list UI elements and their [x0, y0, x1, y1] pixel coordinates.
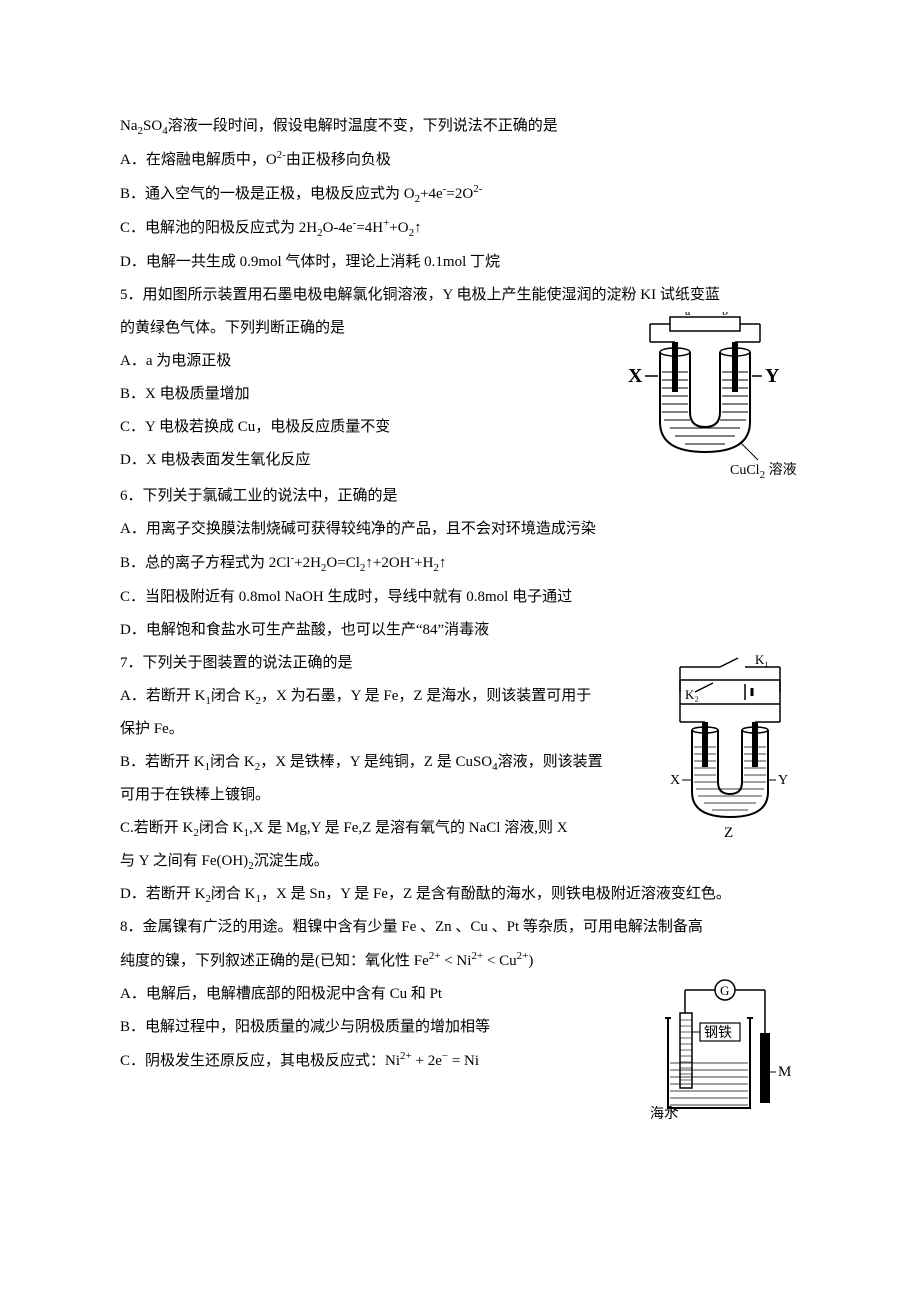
- superscript: 2+: [517, 950, 529, 962]
- text: B．总的离子方程式为 2Cl: [120, 555, 290, 571]
- text: +H: [414, 555, 433, 571]
- text: 5．用如图所示装置用石墨电极电解氯化铜溶液，Y 电极上产生能使湿润的淀粉 KI …: [120, 287, 720, 303]
- text: D．电解饱和食盐水可生产盐酸，也可以生产“84”消毒液: [120, 622, 489, 638]
- text: 与 Y 之间有 Fe(OH): [120, 853, 248, 869]
- q6-option-c: C．当阳极附近有 0.8mol NaOH 生成时，导线中就有 0.8mol 电子…: [120, 581, 800, 614]
- q8-option-b: B．电解过程中，阳极质量的减少与阴极质量的增加相等: [120, 1011, 800, 1044]
- q5-stem-2: 的黄绿色气体。下列判断正确的是: [120, 312, 800, 345]
- text: B．电解过程中，阳极质量的减少与阴极质量的增加相等: [120, 1019, 490, 1035]
- superscript: 2+: [471, 950, 483, 962]
- text: A．用离子交换膜法制烧碱可获得较纯净的产品，且不会对环境造成污染: [120, 521, 596, 537]
- text: = Ni: [448, 1053, 479, 1069]
- text: 闭合 K: [211, 688, 256, 704]
- q7-option-b-2: 可用于在铁棒上镀铜。: [120, 779, 800, 812]
- text: 溶液一段时间，假设电解时温度不变，下列说法不正确的是: [168, 118, 558, 134]
- q4-option-d: D．电解一共生成 0.9mol 气体时，理论上消耗 0.1mol 丁烷: [120, 246, 800, 279]
- text: =2O: [446, 186, 473, 202]
- superscript: 2+: [429, 950, 441, 962]
- text: C．阴极发生还原反应，其电极反应式：Ni: [120, 1053, 400, 1069]
- q8-stem-1: 8．金属镍有广泛的用途。粗镍中含有少量 Fe 、Zn 、Cu 、Pt 等杂质，可…: [120, 911, 800, 944]
- q4-option-b: B．通入空气的一极是正极，电极反应式为 O2+4e-=2O2-: [120, 177, 800, 211]
- q7-option-b-1: B．若断开 K1闭合 K2，X 是铁棒，Y 是纯铜，Z 是 CuSO4溶液，则该…: [120, 746, 800, 779]
- q8-stem-2: 纯度的镍，下列叙述正确的是(已知：氧化性 Fe2+ < Ni2+ < Cu2+): [120, 944, 800, 978]
- text: + 2e: [412, 1053, 442, 1069]
- q6-option-b: B．总的离子方程式为 2Cl-+2H2O=Cl2↑+2OH-+H2↑: [120, 546, 800, 580]
- text: 纯度的镍，下列叙述正确的是(已知：氧化性 Fe: [120, 953, 429, 969]
- text: A．若断开 K: [120, 688, 205, 704]
- document-page: Na2SO4溶液一段时间，假设电解时温度不变，下列说法不正确的是 A．在熔融电解…: [0, 0, 920, 1163]
- text: 的黄绿色气体。下列判断正确的是: [120, 320, 345, 336]
- text: =4H: [356, 220, 383, 236]
- text: ,X 是 Mg,Y 是 Fe,Z 是溶有氧气的 NaCl 溶液,则 X: [249, 820, 568, 836]
- text: B．X 电极质量增加: [120, 386, 250, 402]
- q6-option-a: A．用离子交换膜法制烧碱可获得较纯净的产品，且不会对环境造成污染: [120, 513, 800, 546]
- text: C．电解池的阳极反应式为 2H: [120, 220, 317, 236]
- text: 溶液，则该装置: [498, 754, 603, 770]
- text: D．X 电极表面发生氧化反应: [120, 452, 310, 468]
- text: < Ni: [440, 953, 471, 969]
- text: ): [528, 953, 533, 969]
- q7-option-d: D．若断开 K2闭合 K1，X 是 Sn，Y 是 Fe，Z 是含有酚酞的海水，则…: [120, 878, 800, 911]
- text: ，X 是 Sn，Y 是 Fe，Z 是含有酚酞的海水，则铁电极附近溶液变红色。: [261, 886, 731, 902]
- text: 沉淀生成。: [254, 853, 329, 869]
- text: ，X 为石墨，Y 是 Fe，Z 是海水，则该装置可用于: [261, 688, 591, 704]
- text: ↑+2OH: [365, 555, 410, 571]
- text: B．若断开 K: [120, 754, 205, 770]
- text: ，X 是铁棒，Y 是纯铜，Z 是 CuSO: [260, 754, 492, 770]
- text: ↑: [439, 555, 447, 571]
- q6-option-d: D．电解饱和食盐水可生产盐酸，也可以生产“84”消毒液: [120, 614, 800, 647]
- text: A．电解后，电解槽底部的阳极泥中含有 Cu 和 Pt: [120, 986, 442, 1002]
- text: Na: [120, 118, 138, 134]
- q5-stem-1: 5．用如图所示装置用石墨电极电解氯化铜溶液，Y 电极上产生能使湿润的淀粉 KI …: [120, 279, 800, 312]
- text: 8．金属镍有广泛的用途。粗镍中含有少量 Fe 、Zn 、Cu 、Pt 等杂质，可…: [120, 919, 703, 935]
- text: D．若断开 K: [120, 886, 205, 902]
- text: 保护 Fe。: [120, 721, 184, 737]
- text: 由正极移向负极: [286, 152, 391, 168]
- text: O-4e: [323, 220, 353, 236]
- intro-line: Na2SO4溶液一段时间，假设电解时温度不变，下列说法不正确的是: [120, 110, 800, 143]
- text: 闭合 K: [199, 820, 244, 836]
- q7-option-a-2: 保护 Fe。: [120, 713, 800, 746]
- q8-option-c: C．阴极发生还原反应，其电极反应式：Ni2+ + 2e− = Ni: [120, 1044, 800, 1078]
- q7-option-c-1: C.若断开 K2闭合 K1,X 是 Mg,Y 是 Fe,Z 是溶有氧气的 NaC…: [120, 812, 800, 845]
- text: < Cu: [483, 953, 516, 969]
- text: D．电解一共生成 0.9mol 气体时，理论上消耗 0.1mol 丁烷: [120, 254, 500, 270]
- text: C．Y 电极若换成 Cu，电极反应质量不变: [120, 419, 390, 435]
- text: 闭合 K: [211, 886, 256, 902]
- q5-option-a: A．a 为电源正极: [120, 345, 800, 378]
- q6-stem: 6．下列关于氯碱工业的说法中，正确的是: [120, 480, 800, 513]
- q5-option-b: B．X 电极质量增加: [120, 378, 800, 411]
- text: A．a 为电源正极: [120, 353, 231, 369]
- q8-option-a: A．电解后，电解槽底部的阳极泥中含有 Cu 和 Pt: [120, 978, 800, 1011]
- text: C.若断开 K: [120, 820, 193, 836]
- q7-option-c-2: 与 Y 之间有 Fe(OH)2沉淀生成。: [120, 845, 800, 878]
- text: +2H: [294, 555, 321, 571]
- q4-option-a: A．在熔融电解质中，O2-由正极移向负极: [120, 143, 800, 177]
- q7-stem: 7．下列关于图装置的说法正确的是: [120, 647, 800, 680]
- superscript: 2-: [473, 183, 482, 195]
- text: B．通入空气的一极是正极，电极反应式为 O: [120, 186, 415, 202]
- q5-option-d: D．X 电极表面发生氧化反应: [120, 444, 800, 477]
- text: C．当阳极附近有 0.8mol NaOH 生成时，导线中就有 0.8mol 电子…: [120, 589, 572, 605]
- text: 闭合 K: [210, 754, 255, 770]
- q4-option-c: C．电解池的阳极反应式为 2H2O-4e-=4H++O2↑: [120, 211, 800, 245]
- text: A．在熔融电解质中，O: [120, 152, 277, 168]
- text: 6．下列关于氯碱工业的说法中，正确的是: [120, 488, 398, 504]
- text: SO: [143, 118, 162, 134]
- text: 7．下列关于图装置的说法正确的是: [120, 655, 353, 671]
- q5-option-c: C．Y 电极若换成 Cu，电极反应质量不变: [120, 411, 800, 444]
- text: +O: [389, 220, 408, 236]
- superscript: 2-: [277, 149, 286, 161]
- text: ↑: [414, 220, 422, 236]
- text: O=Cl: [326, 555, 359, 571]
- text: 可用于在铁棒上镀铜。: [120, 787, 270, 803]
- text: +4e: [420, 186, 443, 202]
- q7-option-a-1: A．若断开 K1闭合 K2，X 为石墨，Y 是 Fe，Z 是海水，则该装置可用于: [120, 680, 800, 713]
- superscript: 2+: [400, 1050, 412, 1062]
